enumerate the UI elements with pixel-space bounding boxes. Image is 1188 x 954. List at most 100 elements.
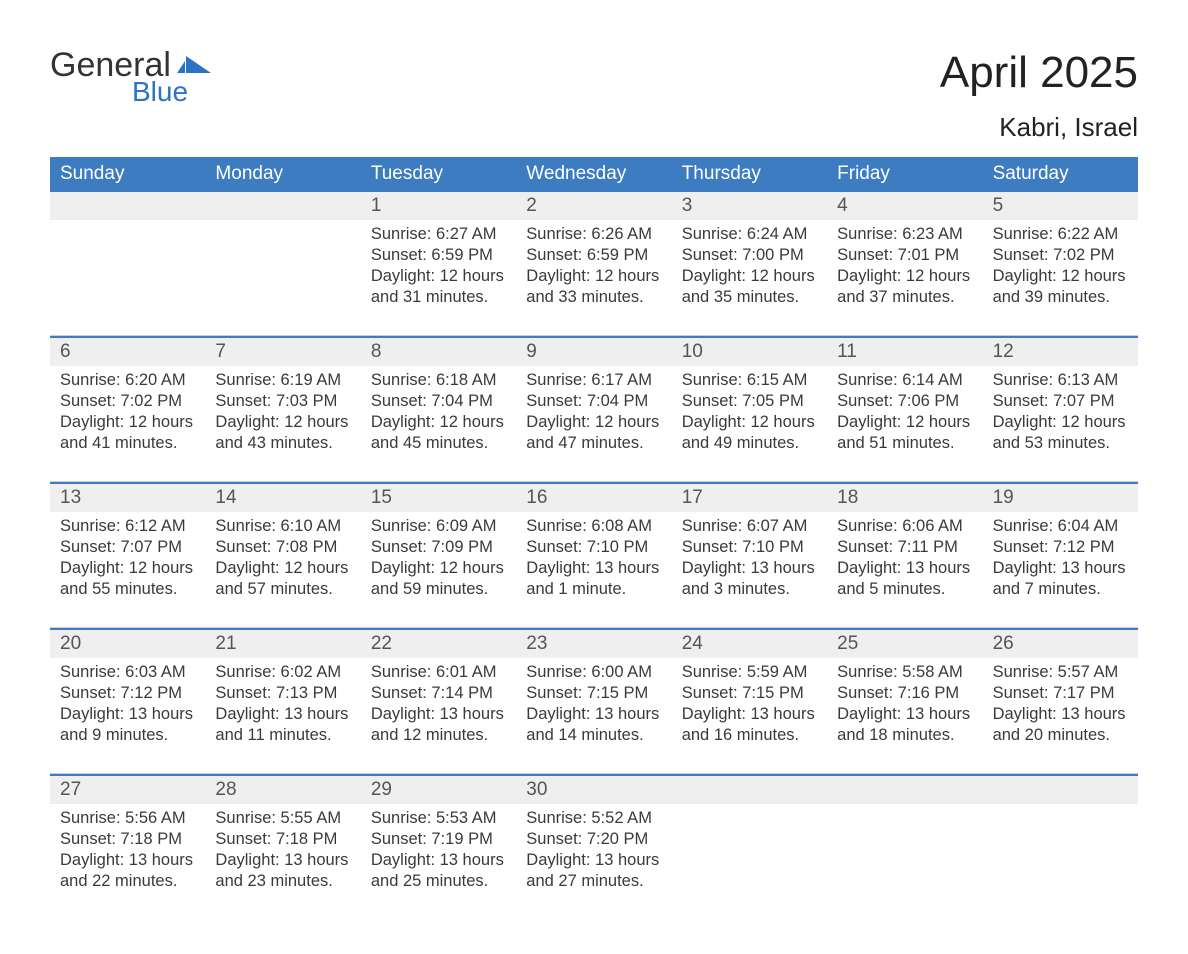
day-info-line: Sunrise: 6:09 AM — [371, 516, 506, 537]
day-info-line: and 23 minutes. — [215, 871, 350, 892]
logo-word-blue: Blue — [132, 78, 211, 106]
day-info-line: Daylight: 13 hours — [526, 850, 661, 871]
day-number-cell: 22 — [361, 630, 516, 658]
day-info-line: Sunrise: 6:07 AM — [682, 516, 817, 537]
day-info-line: Daylight: 12 hours — [837, 412, 972, 433]
day-info-line: Daylight: 13 hours — [837, 704, 972, 725]
day-info-line: Sunset: 7:03 PM — [215, 391, 350, 412]
day-body-cell: Sunrise: 6:19 AMSunset: 7:03 PMDaylight:… — [205, 366, 360, 476]
day-info-line: Daylight: 12 hours — [371, 266, 506, 287]
day-info-line: and 47 minutes. — [526, 433, 661, 454]
day-number-cell: 20 — [50, 630, 205, 658]
day-info-line: Sunrise: 6:20 AM — [60, 370, 195, 391]
day-info-line: Daylight: 12 hours — [526, 412, 661, 433]
day-info-line: Sunrise: 6:12 AM — [60, 516, 195, 537]
day-number-cell: 18 — [827, 484, 982, 512]
day-body-cell: Sunrise: 6:10 AMSunset: 7:08 PMDaylight:… — [205, 512, 360, 622]
day-body-cell — [672, 804, 827, 914]
logo: General Blue — [50, 48, 211, 106]
day-info-line: Daylight: 12 hours — [371, 412, 506, 433]
day-body-cell: Sunrise: 6:07 AMSunset: 7:10 PMDaylight:… — [672, 512, 827, 622]
day-body-cell: Sunrise: 6:17 AMSunset: 7:04 PMDaylight:… — [516, 366, 671, 476]
day-info-line: Sunset: 7:12 PM — [993, 537, 1128, 558]
day-info-line: Sunset: 7:15 PM — [526, 683, 661, 704]
day-info-line: and 37 minutes. — [837, 287, 972, 308]
topbar: General Blue April 2025 Kabri, Israel — [50, 48, 1138, 143]
day-info-line: and 57 minutes. — [215, 579, 350, 600]
day-info-line: Daylight: 13 hours — [60, 704, 195, 725]
day-info-line: Sunset: 6:59 PM — [371, 245, 506, 266]
day-info-line: Sunrise: 6:23 AM — [837, 224, 972, 245]
day-info-line: Daylight: 13 hours — [993, 704, 1128, 725]
day-info-line: and 33 minutes. — [526, 287, 661, 308]
day-info-line: Sunrise: 6:02 AM — [215, 662, 350, 683]
day-info-line: Daylight: 12 hours — [215, 558, 350, 579]
day-info-line: Daylight: 12 hours — [993, 412, 1128, 433]
day-body-cell: Sunrise: 6:02 AMSunset: 7:13 PMDaylight:… — [205, 658, 360, 768]
day-info-line: Sunset: 7:17 PM — [993, 683, 1128, 704]
day-body-cell: Sunrise: 6:00 AMSunset: 7:15 PMDaylight:… — [516, 658, 671, 768]
day-info-line: and 18 minutes. — [837, 725, 972, 746]
day-info-line: Sunrise: 6:15 AM — [682, 370, 817, 391]
calendar-week: 6789101112Sunrise: 6:20 AMSunset: 7:02 P… — [50, 336, 1138, 476]
day-info-line: Sunrise: 6:06 AM — [837, 516, 972, 537]
day-info-line: Daylight: 12 hours — [837, 266, 972, 287]
day-info-line: Sunset: 7:10 PM — [526, 537, 661, 558]
day-number-cell: 6 — [50, 338, 205, 366]
day-info-line: Daylight: 12 hours — [371, 558, 506, 579]
calendar-weeks: 12345Sunrise: 6:27 AMSunset: 6:59 PMDayl… — [50, 192, 1138, 914]
weekday-header-cell: Thursday — [672, 157, 827, 192]
day-info-line: and 43 minutes. — [215, 433, 350, 454]
day-body-cell: Sunrise: 6:09 AMSunset: 7:09 PMDaylight:… — [361, 512, 516, 622]
day-body-cell: Sunrise: 6:13 AMSunset: 7:07 PMDaylight:… — [983, 366, 1138, 476]
day-info-line: Sunrise: 6:18 AM — [371, 370, 506, 391]
day-info-line: Sunset: 7:02 PM — [993, 245, 1128, 266]
day-number-cell: 21 — [205, 630, 360, 658]
day-info-line: Daylight: 13 hours — [371, 850, 506, 871]
calendar-week: 27282930Sunrise: 5:56 AMSunset: 7:18 PMD… — [50, 774, 1138, 914]
day-info-line: Daylight: 13 hours — [682, 558, 817, 579]
weekday-header-cell: Friday — [827, 157, 982, 192]
day-info-line: Sunset: 7:06 PM — [837, 391, 972, 412]
day-number-cell: 29 — [361, 776, 516, 804]
calendar-week: 12345Sunrise: 6:27 AMSunset: 6:59 PMDayl… — [50, 192, 1138, 330]
daybody-row: Sunrise: 6:27 AMSunset: 6:59 PMDaylight:… — [50, 220, 1138, 330]
day-info-line: and 55 minutes. — [60, 579, 195, 600]
day-body-cell: Sunrise: 6:01 AMSunset: 7:14 PMDaylight:… — [361, 658, 516, 768]
page-subtitle: Kabri, Israel — [940, 112, 1138, 143]
day-info-line: Sunrise: 5:57 AM — [993, 662, 1128, 683]
day-number-cell: 9 — [516, 338, 671, 366]
day-info-line: Daylight: 13 hours — [371, 704, 506, 725]
page: General Blue April 2025 Kabri, Israel Su… — [0, 0, 1188, 954]
day-info-line: Sunrise: 6:10 AM — [215, 516, 350, 537]
daynum-row: 13141516171819 — [50, 484, 1138, 512]
day-number-cell: 16 — [516, 484, 671, 512]
day-info-line: Sunrise: 6:22 AM — [993, 224, 1128, 245]
day-info-line: Daylight: 12 hours — [215, 412, 350, 433]
day-info-line: Sunset: 7:04 PM — [371, 391, 506, 412]
weekday-header-cell: Wednesday — [516, 157, 671, 192]
day-info-line: and 5 minutes. — [837, 579, 972, 600]
day-info-line: Sunrise: 5:52 AM — [526, 808, 661, 829]
day-number-cell — [205, 192, 360, 220]
day-info-line: and 1 minute. — [526, 579, 661, 600]
day-body-cell: Sunrise: 5:57 AMSunset: 7:17 PMDaylight:… — [983, 658, 1138, 768]
day-body-cell: Sunrise: 6:27 AMSunset: 6:59 PMDaylight:… — [361, 220, 516, 330]
day-info-line: Sunset: 7:19 PM — [371, 829, 506, 850]
day-body-cell: Sunrise: 6:03 AMSunset: 7:12 PMDaylight:… — [50, 658, 205, 768]
day-body-cell: Sunrise: 5:56 AMSunset: 7:18 PMDaylight:… — [50, 804, 205, 914]
weekday-header-cell: Sunday — [50, 157, 205, 192]
daybody-row: Sunrise: 6:03 AMSunset: 7:12 PMDaylight:… — [50, 658, 1138, 768]
daybody-row: Sunrise: 5:56 AMSunset: 7:18 PMDaylight:… — [50, 804, 1138, 914]
day-info-line: Sunset: 7:14 PM — [371, 683, 506, 704]
day-number-cell: 14 — [205, 484, 360, 512]
day-body-cell: Sunrise: 5:52 AMSunset: 7:20 PMDaylight:… — [516, 804, 671, 914]
day-body-cell: Sunrise: 6:20 AMSunset: 7:02 PMDaylight:… — [50, 366, 205, 476]
day-info-line: and 25 minutes. — [371, 871, 506, 892]
weekday-header-cell: Monday — [205, 157, 360, 192]
day-info-line: Sunset: 7:00 PM — [682, 245, 817, 266]
day-info-line: Sunrise: 5:56 AM — [60, 808, 195, 829]
day-info-line: Sunset: 7:02 PM — [60, 391, 195, 412]
day-number-cell: 28 — [205, 776, 360, 804]
day-number-cell: 13 — [50, 484, 205, 512]
